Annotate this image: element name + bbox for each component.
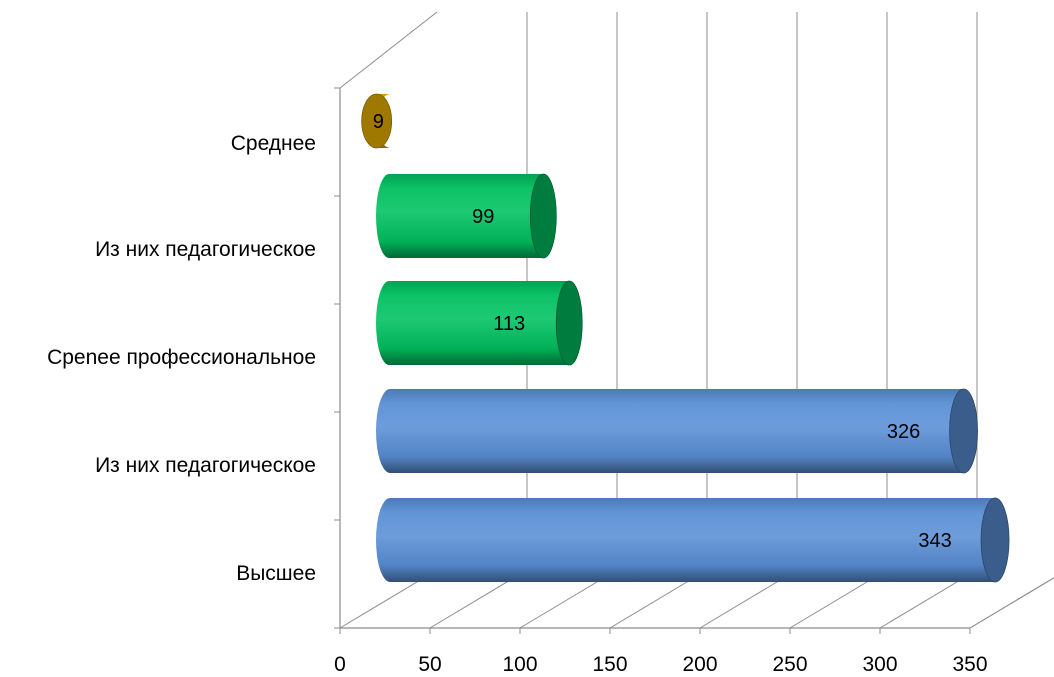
wall-top-edge [339,11,438,89]
category-label: Из них педагогическое [95,454,316,477]
bar-cap [529,173,557,259]
data-label: 113 [493,313,525,335]
x-tick-label: 200 [682,653,717,676]
bar [376,498,996,582]
bar-cap [361,93,393,149]
category-label: Срenee профессиональное [47,346,316,369]
x-tick-label: 150 [592,653,627,676]
x-tick-label: 100 [502,653,537,676]
category-labels: Среднее Из них педагогическое Срenee профе… [47,132,316,585]
x-tick-label: 50 [418,653,441,676]
bar-cap [555,280,583,366]
category-label: Среднее [231,132,316,155]
floor-grid-line [969,577,1054,629]
bar-cap [949,388,978,474]
data-label: 9 [373,111,384,133]
data-label: 99 [472,206,494,228]
bar-cap [980,497,1010,583]
data-label: 326 [887,421,920,443]
x-tick-label: 350 [952,653,987,676]
x-tick-label: 0 [334,653,346,676]
bar [376,174,544,258]
bar [376,389,964,473]
data-label: 343 [918,530,951,552]
category-label: Из них педагогическое [95,238,316,261]
bar [376,281,570,365]
x-tick-label: 300 [862,653,897,676]
bars [361,93,1010,583]
x-tick-label: 250 [772,653,807,676]
x-tick-labels: 0 50 100 150 200 250 300 350 [334,653,987,676]
category-label: Высшее [236,562,316,585]
